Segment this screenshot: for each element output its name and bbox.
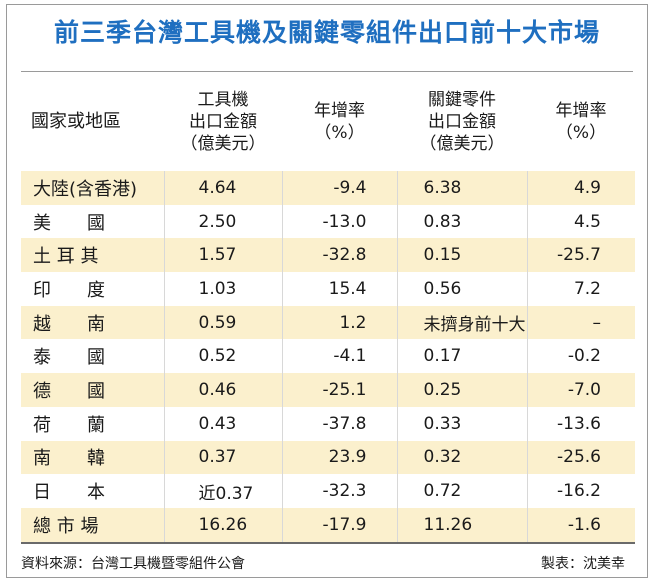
header-tool-line1: 工具機 <box>197 90 249 110</box>
header-country: 國家或地區 <box>31 111 121 132</box>
tool-export-cell: 2.50 <box>163 204 282 239</box>
parts-export-cell: 0.15 <box>396 238 527 273</box>
parts-yoy-cell: -1.6 <box>526 507 635 544</box>
parts-yoy-cell: -25.6 <box>526 440 635 475</box>
table-body: 大陸(含香港) 4.64 -9.4 6.38 4.9 美 國 2.50 -13.0 0.83 4.… <box>21 171 635 544</box>
country-cell: 美 國 <box>33 212 105 234</box>
tool-yoy-cell: -37.8 <box>281 406 397 441</box>
country-cell: 大陸(含香港) <box>21 171 164 205</box>
table-row: 德 國 0.46 -25.1 0.25 -7.0 <box>21 373 635 407</box>
parts-yoy-cell: -16.2 <box>526 474 635 508</box>
country-cell: 印 度 <box>33 279 105 301</box>
header-parts-line1: 關鍵零件 <box>428 90 496 110</box>
table-row: 荷 蘭 0.43 -37.8 0.33 -13.6 <box>21 406 635 441</box>
tool-yoy-cell: -32.8 <box>281 238 397 273</box>
parts-yoy-cell: -0.2 <box>526 339 635 374</box>
table-header-row: 國家或地區 工具機 出口金額 （億美元） 年增率 （%） 關鍵零件 出口金額 （… <box>21 73 635 171</box>
header-tool-line3: （億美元） <box>180 134 266 154</box>
header-tool-yoy: 年增率 （%） <box>282 73 397 171</box>
parts-export-cell: 0.17 <box>396 339 527 374</box>
header-parts-yoy: 年增率 （%） <box>527 73 635 171</box>
tool-export-cell: 近0.37 <box>163 474 282 508</box>
title-divider <box>21 71 633 72</box>
country-cell: 越 南 <box>21 305 164 340</box>
country-cell: 德 國 <box>21 373 164 407</box>
tool-export-cell: 0.43 <box>163 406 282 441</box>
country-cell: 荷 蘭 <box>33 414 105 436</box>
tool-yoy-cell: -9.4 <box>281 171 397 205</box>
country-cell: 泰 國 <box>33 347 105 369</box>
tool-yoy-cell: -25.1 <box>281 373 397 407</box>
tool-yoy-cell: -4.1 <box>281 339 397 374</box>
table-row: 美 國 2.50 -13.0 0.83 4.5 <box>21 204 635 239</box>
tool-export-cell: 0.52 <box>163 339 282 374</box>
tool-yoy-cell: 1.2 <box>281 305 397 340</box>
table-row: 總 市 場 16.26 -17.9 11.26 -1.6 <box>21 507 635 544</box>
parts-yoy-cell: 4.9 <box>526 171 635 205</box>
tool-yoy-cell: 15.4 <box>281 272 397 306</box>
header-parts-line3: （億美元） <box>419 134 505 154</box>
tool-export-cell: 1.03 <box>163 272 282 306</box>
tool-export-cell: 16.26 <box>163 507 282 544</box>
country-cell: 日 本 <box>33 482 105 504</box>
parts-export-cell: 11.26 <box>396 507 527 544</box>
parts-export-cell: 6.38 <box>396 171 527 205</box>
tool-export-cell: 0.46 <box>163 373 282 407</box>
export-table: 國家或地區 工具機 出口金額 （億美元） 年增率 （%） 關鍵零件 出口金額 （… <box>21 73 635 544</box>
parts-export-cell: 0.33 <box>396 406 527 441</box>
table-row: 土 耳 其 1.57 -32.8 0.15 -25.7 <box>21 238 635 273</box>
table-row: 南 韓 0.37 23.9 0.32 -25.6 <box>21 440 635 475</box>
parts-yoy-cell: -7.0 <box>526 373 635 407</box>
parts-export-cell: 未擠身前十大 <box>396 305 527 340</box>
tool-yoy-cell: -13.0 <box>281 204 397 239</box>
infographic-frame: 前三季台灣工具機及關鍵零組件出口前十大市場 國家或地區 工具機 出口金額 （億美… <box>6 4 648 578</box>
header-parts-yoy-line2: （%） <box>555 123 607 143</box>
parts-yoy-cell: -25.7 <box>526 238 635 273</box>
table-row: 大陸(含香港) 4.64 -9.4 6.38 4.9 <box>21 171 635 205</box>
header-tool-yoy-line2: （%） <box>314 123 365 143</box>
table-row: 印 度 1.03 15.4 0.56 7.2 <box>21 272 635 306</box>
header-parts-export: 關鍵零件 出口金額 （億美元） <box>397 73 527 171</box>
header-tool-export: 工具機 出口金額 （億美元） <box>164 73 282 171</box>
page-title: 前三季台灣工具機及關鍵零組件出口前十大市場 <box>53 18 600 47</box>
tool-export-cell: 0.37 <box>163 440 282 475</box>
tool-export-cell: 1.57 <box>163 238 282 273</box>
parts-export-cell: 0.25 <box>396 373 527 407</box>
parts-export-cell: 0.32 <box>396 440 527 475</box>
tool-export-cell: 4.64 <box>163 171 282 205</box>
table-row: 越 南 0.59 1.2 未擠身前十大 – <box>21 305 635 340</box>
tool-yoy-cell: 23.9 <box>281 440 397 475</box>
parts-yoy-cell: – <box>526 305 635 340</box>
header-parts-yoy-line1: 年增率 <box>555 101 607 121</box>
source-note: 資料來源：台灣工具機暨零組件公會 <box>21 556 245 572</box>
maker-note: 製表：沈美幸 <box>541 556 625 572</box>
table-row: 泰 國 0.52 -4.1 0.17 -0.2 <box>21 339 635 374</box>
tool-yoy-cell: -17.9 <box>281 507 397 544</box>
header-parts-line2: 出口金額 <box>428 112 496 132</box>
country-cell: 土 耳 其 <box>21 238 164 273</box>
tool-yoy-cell: -32.3 <box>281 474 397 508</box>
tool-export-cell: 0.59 <box>163 305 282 340</box>
parts-export-cell: 0.72 <box>396 474 527 508</box>
country-cell: 南 韓 <box>21 440 164 475</box>
parts-export-cell: 0.56 <box>396 272 527 306</box>
country-cell: 總 市 場 <box>21 507 164 544</box>
header-tool-line2: 出口金額 <box>189 112 257 132</box>
parts-yoy-cell: -13.6 <box>526 406 635 441</box>
table-row: 日 本 近0.37 -32.3 0.72 -16.2 <box>21 474 635 508</box>
parts-yoy-cell: 7.2 <box>526 272 635 306</box>
parts-yoy-cell: 4.5 <box>526 204 635 239</box>
parts-export-cell: 0.83 <box>396 204 527 239</box>
header-tool-yoy-line1: 年增率 <box>314 101 365 121</box>
